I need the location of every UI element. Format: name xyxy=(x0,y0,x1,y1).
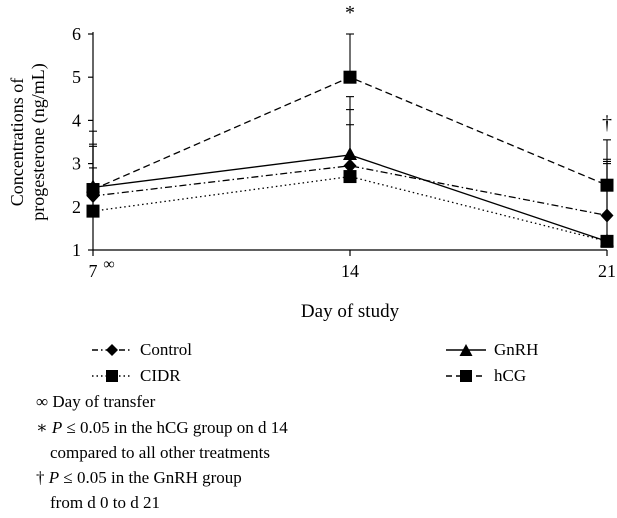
legend-item-control: Control xyxy=(92,340,192,360)
x-tick-label: 7 xyxy=(89,261,98,281)
legend-label-hcg: hCG xyxy=(494,366,527,385)
note-significance-gnrh: † P ≤ 0.05 in the GnRH group xyxy=(36,468,242,488)
note-asterisk: ∗ xyxy=(36,418,48,437)
x-axis-label: Day of study xyxy=(301,301,400,322)
point-gnrh xyxy=(600,233,614,247)
significance-marker: † xyxy=(602,112,612,134)
y-tick-label: 3 xyxy=(72,154,81,174)
error-bars xyxy=(89,33,611,242)
legend-item-gnrh: GnRH xyxy=(446,340,538,360)
y-axis-label: Concentrations of xyxy=(7,78,27,206)
note-significance-hcg: ∗ P ≤ 0.05 in the hCG group on d 14 xyxy=(36,418,288,438)
y-axis-label: progesterone (ng/mL) xyxy=(28,63,49,220)
series-line-cidr xyxy=(92,175,608,242)
legend-item-cidr: CIDR xyxy=(92,366,181,386)
y-tick-label: 5 xyxy=(72,67,81,87)
x-tick-label: 14 xyxy=(341,261,359,281)
point-cidr xyxy=(86,204,100,218)
chart-axes: 1 2 3 4 5 6 7 ∞ 14 21 xyxy=(72,24,616,281)
y-tick-label: 1 xyxy=(72,240,81,260)
point-hcg xyxy=(86,183,100,197)
note-text: ≤ 0.05 in the hCG group on d 14 xyxy=(62,418,288,437)
note-significance-hcg-cont: compared to all other treatments xyxy=(50,443,270,462)
legend-swatch-cidr xyxy=(92,370,132,382)
point-control xyxy=(600,208,614,223)
point-gnrh xyxy=(343,146,357,160)
y-tick-label: 6 xyxy=(72,24,81,44)
note-significance-gnrh-cont: from d 0 to d 21 xyxy=(50,493,161,512)
legend-label-gnrh: GnRH xyxy=(494,340,539,359)
y-tick-label: 2 xyxy=(72,197,81,217)
note-p-symbol: P xyxy=(51,418,63,437)
legend-label-control: Control xyxy=(140,340,192,359)
significance-marker: * xyxy=(345,2,355,24)
axis-labels: Day of study Concentrations of progesteron… xyxy=(7,2,612,322)
legend-item-hcg: hCG xyxy=(446,366,526,386)
series-markers xyxy=(86,70,614,248)
legend-swatch-hcg xyxy=(446,370,486,382)
x-tick-superscript: ∞ xyxy=(103,256,114,273)
point-cidr xyxy=(343,170,357,184)
legend-swatch-gnrh xyxy=(446,344,486,356)
note-transfer: ∞ Day of transfer xyxy=(36,392,156,411)
legend-label-cidr: CIDR xyxy=(140,366,181,385)
y-tick-label: 4 xyxy=(72,110,81,130)
point-control xyxy=(343,158,357,173)
legend-swatch-control xyxy=(92,344,132,356)
point-hcg xyxy=(600,178,614,192)
x-tick-label: 21 xyxy=(598,261,616,281)
point-hcg xyxy=(343,70,357,84)
note-text: ≤ 0.05 in the GnRH group xyxy=(59,468,242,487)
note-dagger: † xyxy=(36,468,45,487)
note-p-symbol: P xyxy=(48,468,60,487)
